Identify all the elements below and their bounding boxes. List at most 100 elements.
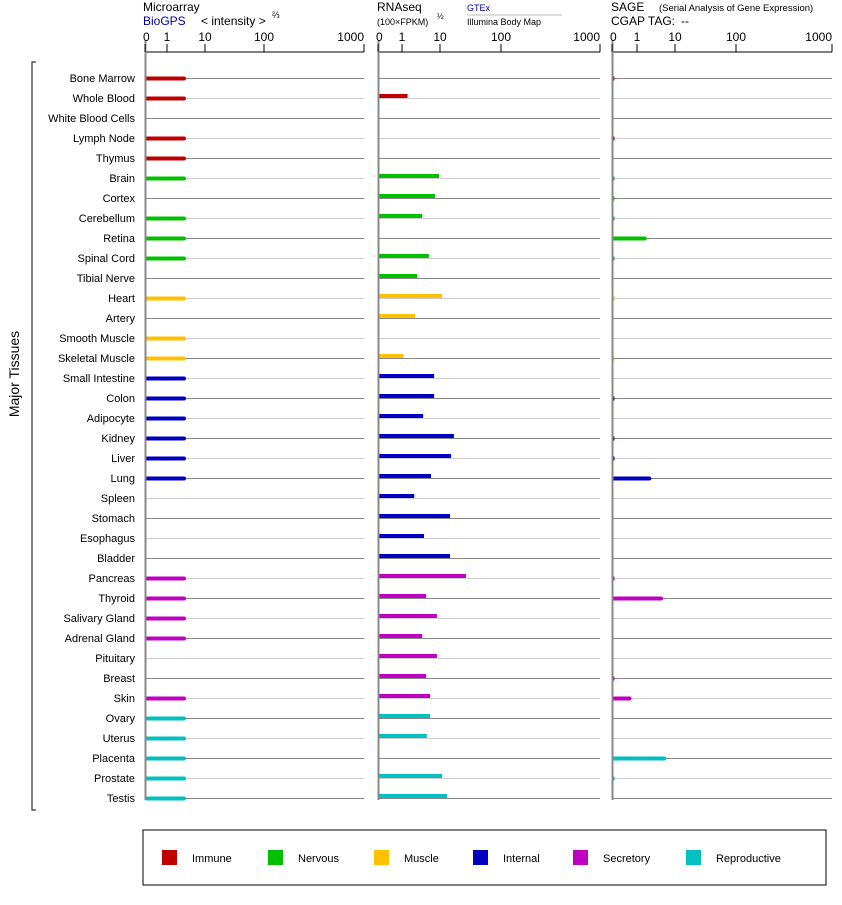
sage-bar[interactable]: [613, 76, 615, 81]
sage-bar[interactable]: [613, 236, 645, 241]
tissue-label: Lymph Node: [73, 133, 135, 145]
microarray-bar[interactable]: [146, 456, 184, 461]
rnaseq-bar[interactable]: [379, 94, 408, 98]
legend-swatch-nervous: [268, 850, 283, 865]
rnaseq-bar[interactable]: [379, 594, 427, 598]
legend-label: Reproductive: [716, 853, 781, 865]
rnaseq-bar[interactable]: [379, 374, 435, 378]
microarray-bar-cap: [181, 76, 186, 81]
rnaseq-bar[interactable]: [379, 434, 454, 438]
microarray-bar[interactable]: [146, 636, 184, 641]
sage-bar[interactable]: [613, 196, 615, 201]
rnaseq-bar[interactable]: [379, 694, 431, 698]
microarray-bar[interactable]: [146, 76, 184, 81]
sage-bar[interactable]: [613, 356, 615, 361]
rnaseq-bar[interactable]: [379, 674, 427, 678]
cgap-tag-label: CGAP TAG:: [611, 14, 675, 28]
sage-bar[interactable]: [613, 676, 615, 681]
microarray-bar[interactable]: [146, 376, 184, 381]
sage-bar[interactable]: [613, 396, 615, 401]
microarray-bar[interactable]: [146, 776, 184, 781]
microarray-bar-cap: [181, 416, 186, 421]
rnaseq-bar[interactable]: [379, 494, 415, 498]
microarray-bar-cap: [181, 96, 186, 101]
microarray-bar[interactable]: [146, 136, 184, 141]
microarray-bar[interactable]: [146, 96, 184, 101]
rnaseq-bar[interactable]: [379, 274, 418, 278]
sage-bar[interactable]: [613, 476, 650, 481]
sage-bar[interactable]: [613, 296, 615, 301]
microarray-bar[interactable]: [146, 696, 184, 701]
sage-bar[interactable]: [613, 216, 615, 221]
tissue-label: Thyroid: [98, 593, 135, 605]
microarray-bar[interactable]: [146, 576, 184, 581]
microarray-bar-cap: [181, 456, 186, 461]
microarray-bar[interactable]: [146, 796, 184, 801]
rnaseq-bar[interactable]: [379, 414, 424, 418]
biogps-link[interactable]: BioGPS: [143, 14, 186, 28]
rnaseq-bar[interactable]: [379, 514, 451, 518]
sage-bar[interactable]: [613, 696, 630, 701]
rnaseq-bar[interactable]: [379, 294, 443, 298]
rnaseq-bar[interactable]: [379, 634, 423, 638]
rnaseq-bar[interactable]: [379, 314, 416, 318]
rnaseq-bar[interactable]: [379, 714, 431, 718]
rnaseq-bar[interactable]: [379, 454, 452, 458]
microarray-bar[interactable]: [146, 616, 184, 621]
microarray-bar[interactable]: [146, 336, 184, 341]
rnaseq-bar[interactable]: [379, 654, 437, 658]
sage-bar[interactable]: [613, 256, 615, 261]
sage-bar[interactable]: [613, 456, 615, 461]
rnaseq-unit-exp: ½: [437, 12, 444, 21]
microarray-bar[interactable]: [146, 296, 184, 301]
microarray-bar[interactable]: [146, 716, 184, 721]
sage-bar[interactable]: [613, 756, 665, 761]
microarray-tick-label: 0: [143, 30, 150, 44]
rnaseq-bar[interactable]: [379, 474, 432, 478]
sage-bar[interactable]: [613, 176, 615, 181]
tissue-label: Bone Marrow: [70, 73, 135, 85]
microarray-bar[interactable]: [146, 736, 184, 741]
tissue-label: Uterus: [103, 733, 136, 745]
rnaseq-tick-label: 100: [491, 30, 511, 44]
rnaseq-bar[interactable]: [379, 534, 425, 538]
microarray-unit-exp: ⅔: [272, 10, 280, 20]
tissue-label: Testis: [107, 793, 136, 805]
microarray-bar[interactable]: [146, 476, 184, 481]
microarray-bar[interactable]: [146, 216, 184, 221]
rnaseq-bar[interactable]: [379, 354, 404, 358]
microarray-bar[interactable]: [146, 596, 184, 601]
rnaseq-bar[interactable]: [379, 214, 423, 218]
rnaseq-bar[interactable]: [379, 734, 427, 738]
microarray-bar-cap: [181, 756, 186, 761]
tissue-label: Spinal Cord: [78, 253, 135, 265]
microarray-bar[interactable]: [146, 236, 184, 241]
rnaseq-bar[interactable]: [379, 194, 436, 198]
rnaseq-bar[interactable]: [379, 614, 437, 618]
sage-bar[interactable]: [613, 596, 662, 601]
microarray-bar[interactable]: [146, 156, 184, 161]
microarray-bar[interactable]: [146, 436, 184, 441]
rnaseq-bar[interactable]: [379, 574, 467, 578]
rnaseq-bar[interactable]: [379, 394, 435, 398]
microarray-bar-cap: [181, 396, 186, 401]
rnaseq-bar[interactable]: [379, 554, 451, 558]
rnaseq-bar[interactable]: [379, 254, 429, 258]
microarray-bar[interactable]: [146, 756, 184, 761]
rnaseq-bar[interactable]: [379, 174, 439, 178]
microarray-bar[interactable]: [146, 396, 184, 401]
gtex-link[interactable]: GTEx: [467, 3, 491, 13]
rnaseq-bar[interactable]: [379, 794, 447, 798]
sage-bar[interactable]: [613, 436, 615, 441]
microarray-bar[interactable]: [146, 356, 184, 361]
rnaseq-bar[interactable]: [379, 774, 443, 778]
microarray-bar[interactable]: [146, 416, 184, 421]
microarray-bar[interactable]: [146, 176, 184, 181]
microarray-tick-label: 1000: [337, 30, 364, 44]
microarray-bar[interactable]: [146, 256, 184, 261]
tissue-label: Artery: [106, 313, 136, 325]
sage-bar[interactable]: [613, 576, 615, 581]
sage-bar[interactable]: [613, 776, 615, 781]
sage-bar[interactable]: [613, 136, 615, 141]
